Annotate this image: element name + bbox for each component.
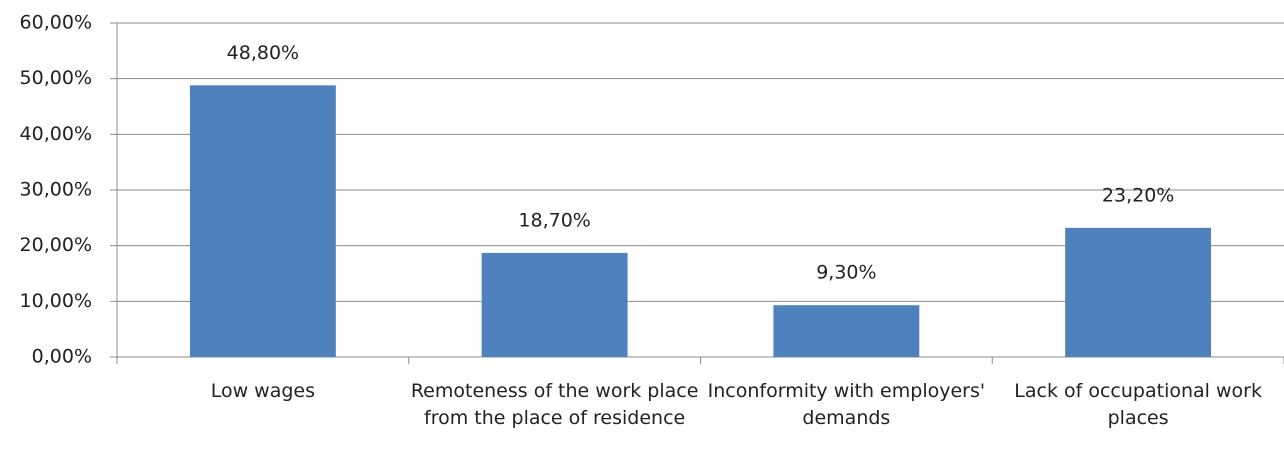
- value-label: 48,80%: [227, 42, 299, 64]
- y-tick-label: 10,00%: [20, 290, 92, 312]
- x-tick-label: Lack of occupational work places: [1014, 380, 1262, 429]
- x-tick-label: Inconformity with employers' demands: [707, 380, 986, 429]
- y-tick-label: 30,00%: [20, 179, 92, 201]
- y-tick-label: 60,00%: [20, 12, 92, 34]
- y-tick-label: 50,00%: [20, 67, 92, 89]
- bar: [773, 305, 920, 357]
- value-label: 23,20%: [1102, 184, 1174, 206]
- bar: [1065, 227, 1212, 357]
- bar: [189, 85, 336, 357]
- y-tick-label: 40,00%: [20, 123, 92, 145]
- y-tick-label: 0,00%: [32, 346, 92, 368]
- x-tick-label: Low wages: [210, 380, 316, 402]
- x-tick-label: Remoteness of the work place from the pl…: [410, 380, 699, 429]
- y-tick-label: 20,00%: [20, 234, 92, 256]
- value-label: 18,70%: [518, 209, 590, 231]
- value-label: 9,30%: [816, 262, 876, 284]
- bar: [481, 252, 628, 357]
